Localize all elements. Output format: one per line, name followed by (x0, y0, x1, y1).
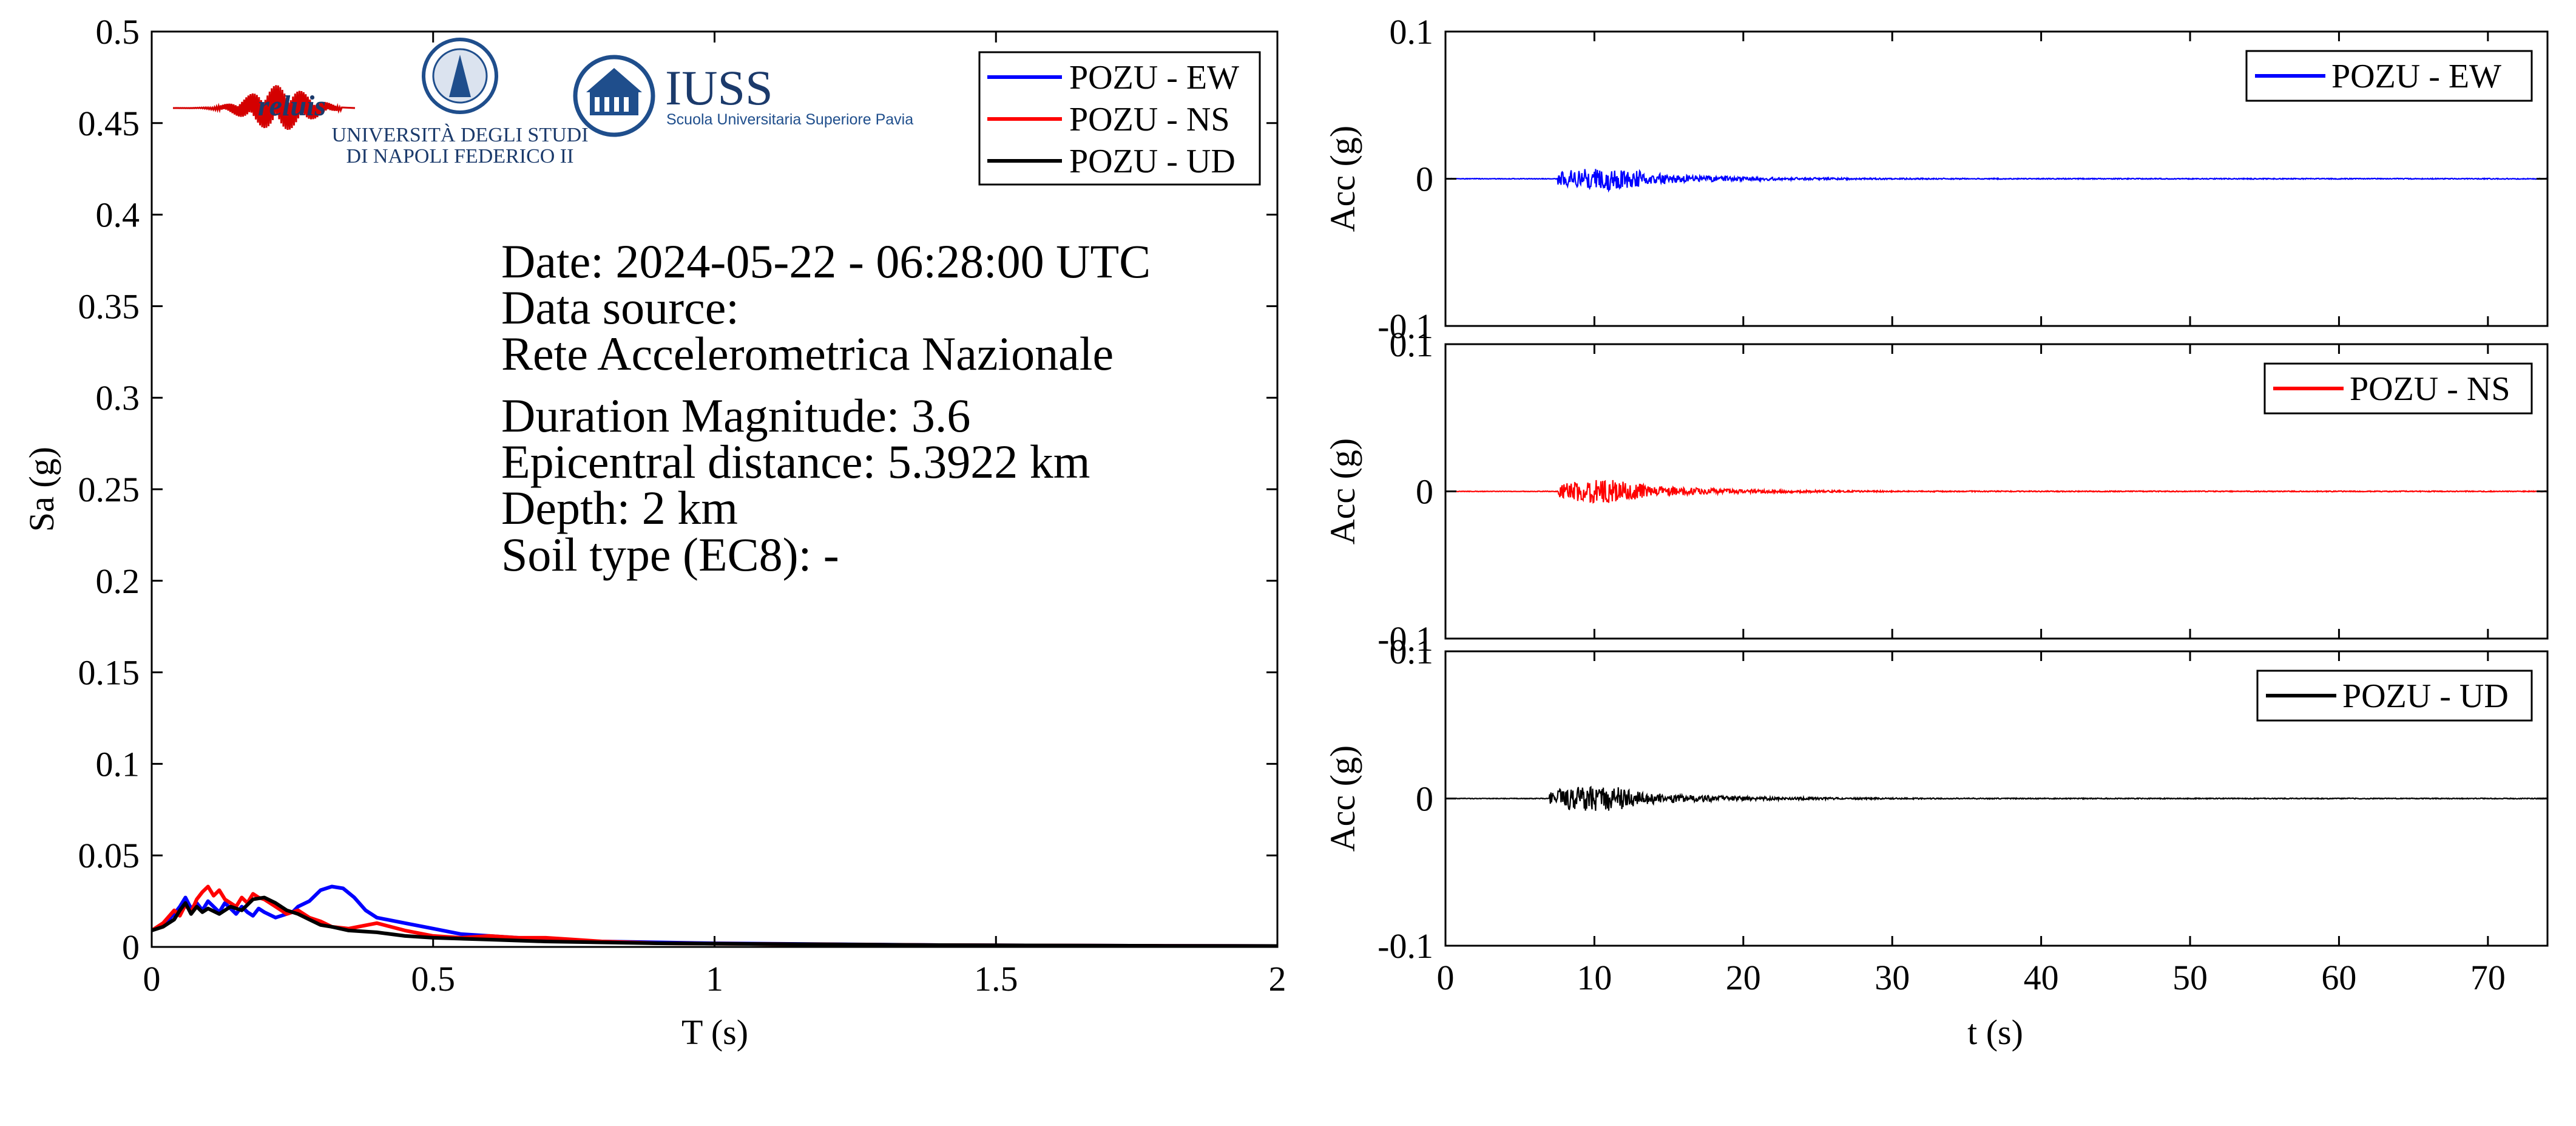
acc-legend-label-ud: POZU - UD (2342, 677, 2509, 715)
acc-y-tick-label: 0.1 (1390, 632, 1434, 671)
acc-y-tick-label: 0.1 (1390, 325, 1434, 364)
accelerogram-trace-ud (1445, 785, 2547, 811)
spectrum-x-tick-label: 0.5 (411, 959, 456, 999)
spectrum-y-tick-label: 0.4 (96, 195, 140, 235)
spectrum-y-tick-label: 0.25 (78, 470, 140, 509)
acc-y-tick-label: 0 (1416, 472, 1433, 512)
event-date: Date: 2024-05-22 - 06:28:00 UTC (501, 235, 1151, 288)
acc-x-tick-label: 70 (2470, 958, 2506, 997)
unina-logo-line2: DI NAPOLI FEDERICO II (347, 145, 574, 168)
spectrum-x-tick-label: 2 (1269, 959, 1286, 999)
legend-label-ns: POZU - NS (1069, 101, 1229, 138)
iuss-logo-title: IUSS (665, 60, 773, 115)
spectrum-y-axis-label: Sa (g) (22, 447, 61, 532)
spectrum-y-tick-label: 0.1 (96, 744, 140, 784)
event-info-block: Date: 2024-05-22 - 06:28:00 UTC Data sou… (501, 235, 1151, 581)
spectrum-x-tick-label: 1.5 (974, 959, 1018, 999)
reluis-seismogram-mark (173, 85, 356, 130)
spectrum-series-ud (151, 895, 1278, 948)
acc-y-tick-label: -0.1 (1378, 926, 1433, 966)
accelerogram-trace-ns (1445, 480, 2547, 504)
acc-legend-label-ew: POZU - EW (2331, 58, 2501, 95)
accelerogram-x-axis-label: t (s) (1967, 1012, 2023, 1052)
acc-y-tick-label: -0.1 (1378, 619, 1433, 659)
acc-legend-label-ns: POZU - NS (2350, 370, 2510, 408)
reluis-logo-text: reluis (258, 90, 326, 122)
accelerogram-trace-ew (1445, 169, 2547, 193)
acc-x-tick-label: 60 (2321, 958, 2356, 997)
reluis-logo: reluis (173, 85, 356, 130)
legend-label-ud: POZU - UD (1069, 143, 1236, 180)
spectrum-y-tick-label: 0.05 (78, 836, 140, 875)
spectrum-y-tick-label: 0.35 (78, 287, 140, 326)
legend-label-ew: POZU - EW (1069, 59, 1239, 97)
iuss-logo-subtitle: Scuola Universitaria Superiore Pavia (666, 111, 913, 128)
acc-y-tick-label: 0 (1416, 160, 1433, 199)
acc-x-tick-label: 0 (1437, 958, 1455, 997)
depth: Depth: 2 km (501, 481, 738, 534)
spectrum-x-axis-label: T (s) (681, 1012, 748, 1052)
iuss-logo: IUSS Scuola Universitaria Superiore Pavi… (573, 55, 913, 137)
acc-x-tick-label: 30 (1875, 958, 1910, 997)
accelerogram-ew: -0.1 0 0.1 Acc (g) POZU - EW (1323, 12, 2549, 346)
spectrum-y-tick-label: 0.15 (78, 653, 140, 693)
acc-y-tick-label: -0.1 (1378, 307, 1433, 346)
spectrum-tick-group: 0 0.5 1 1.5 2 0 0.05 0.1 0.15 0.2 0.25 0.3 0.35 0.4 0.… (78, 12, 1286, 999)
acc-y-axis-label-ud: Acc (g) (1323, 745, 1362, 852)
soil-type: Soil type (EC8): - (501, 528, 839, 581)
spectrum-legend: POZU - EW POZU - NS POZU - UD (978, 51, 1261, 186)
acc-y-tick-label: 0.1 (1390, 12, 1434, 52)
acc-x-tick-label: 20 (1726, 958, 1761, 997)
spectrum-x-tick-label: 1 (706, 959, 723, 999)
acc-x-tick-label: 10 (1577, 958, 1612, 997)
acc-y-tick-label: 0 (1416, 779, 1433, 819)
spectrum-y-tick-label: 0.5 (96, 12, 140, 52)
spectrum-x-tick-label: 0 (143, 959, 161, 999)
acc-y-axis-label-ns: Acc (g) (1323, 438, 1362, 545)
duration-magnitude: Duration Magnitude: 3.6 (501, 389, 970, 442)
unina-logo-line1: UNIVERSITÀ DEGLI STUDI (331, 124, 588, 146)
acc-y-axis-label-ew: Acc (g) (1323, 126, 1362, 232)
acc-x-tick-label: 40 (2024, 958, 2059, 997)
data-source: Rete Accelerometrica Nazionale (501, 327, 1114, 380)
spectrum-series-group (150, 884, 1278, 948)
spectrum-y-tick-label: 0 (122, 928, 140, 967)
unina-logo: UNIVERSITÀ DEGLI STUDI DI NAPOLI FEDERIC… (331, 38, 589, 168)
data-source-label: Data source: (501, 281, 739, 334)
spectrum-y-tick-label: 0.3 (96, 378, 140, 418)
spectrum-y-tick-label: 0.2 (96, 561, 140, 601)
accelerogram-ns: -0.1 0 0.1 Acc (g) POZU - NS (1323, 325, 2549, 659)
acc-x-tick-label: 50 (2172, 958, 2208, 997)
epicentral-distance: Epicentral distance: 5.3922 km (501, 435, 1090, 488)
spectrum-y-tick-label: 0.45 (78, 104, 140, 143)
response-spectrum-chart: 0 0.5 1 1.5 2 0 0.05 0.1 0.15 0.2 0.25 0.3 0.35 0.4 0.… (22, 12, 1286, 1052)
